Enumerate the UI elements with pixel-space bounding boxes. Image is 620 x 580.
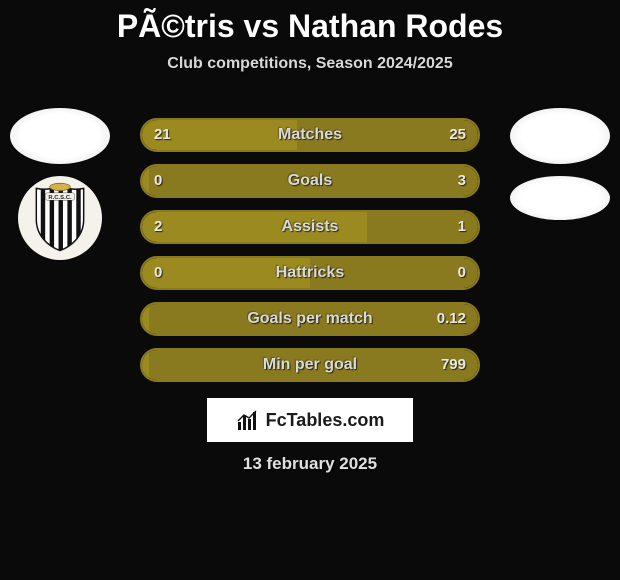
stat-row: Hattricks00 (140, 256, 480, 290)
stat-bar-left (142, 304, 149, 334)
stat-bar-right (297, 120, 478, 150)
club-badge-text: R.C.S.C. (48, 195, 72, 201)
stat-bar-right (149, 350, 478, 380)
stat-bar-right (149, 166, 478, 196)
page-title: PÃ©tris vs Nathan Rodes (0, 0, 620, 45)
chart-bars-icon (236, 408, 260, 432)
stat-row: Min per goal799 (140, 348, 480, 382)
stat-row: Assists21 (140, 210, 480, 244)
stat-bar-right (310, 258, 478, 288)
player-right-club-blank (510, 176, 610, 220)
stats-list: Matches2125 Goals03 Assists21 Hattricks00 Go… (140, 118, 480, 382)
footer-brand-label: FcTables.com (266, 410, 385, 431)
player-right (510, 108, 610, 220)
subtitle: Club competitions, Season 2024/2025 (0, 55, 620, 73)
stat-bar-right (149, 304, 478, 334)
shield-icon: R.C.S.C. (23, 181, 97, 255)
stat-bar-left (142, 166, 149, 196)
stat-bar-left (142, 350, 149, 380)
stat-bar-left (142, 258, 310, 288)
stat-row: Goals03 (140, 164, 480, 198)
player-left: R.C.S.C. (10, 108, 110, 260)
player-left-club-badge: R.C.S.C. (18, 176, 102, 260)
stat-bar-left (142, 212, 367, 242)
stat-row: Goals per match0.12 (140, 302, 480, 336)
date-label: 13 february 2025 (0, 454, 620, 474)
stat-bar-right (367, 212, 478, 242)
player-right-avatar (510, 108, 610, 164)
footer-brand[interactable]: FcTables.com (207, 398, 413, 442)
player-left-avatar (10, 108, 110, 164)
stat-row: Matches2125 (140, 118, 480, 152)
stat-bar-left (142, 120, 297, 150)
